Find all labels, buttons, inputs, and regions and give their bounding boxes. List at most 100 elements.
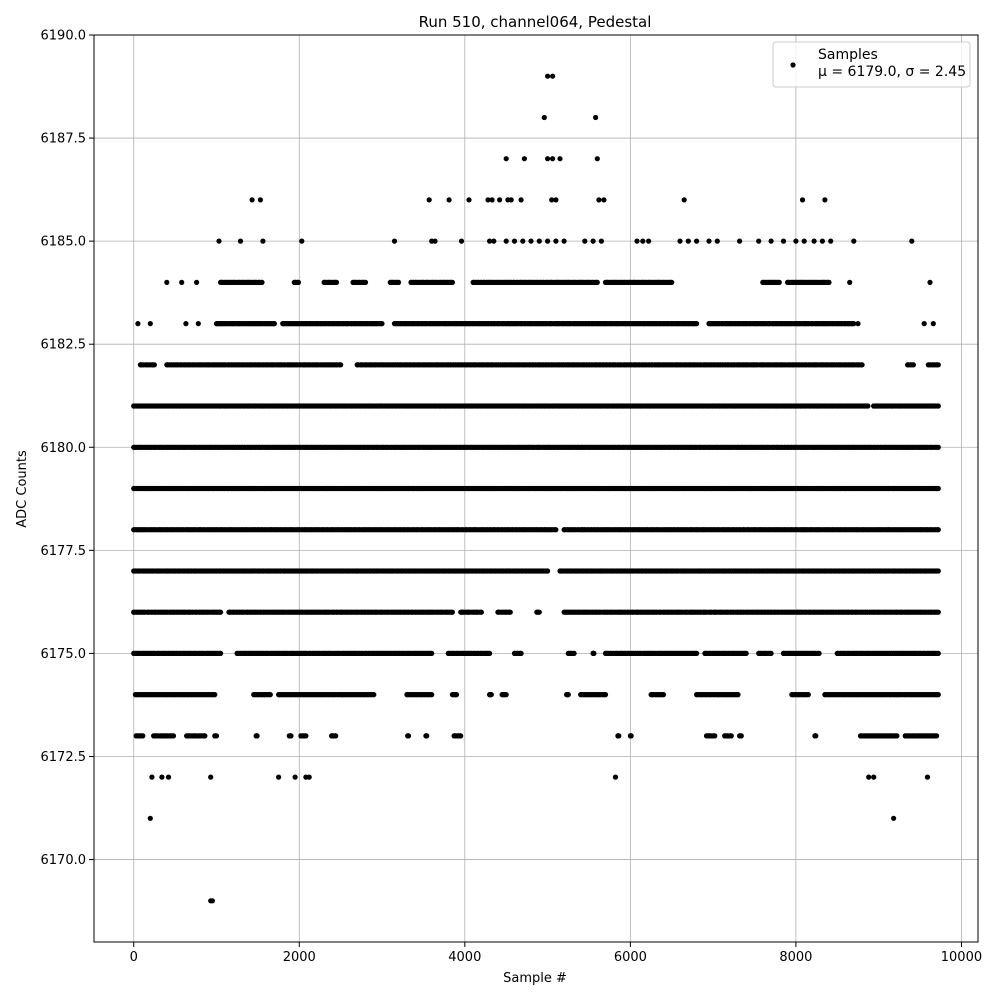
data-point — [935, 485, 941, 492]
data-point — [132, 692, 138, 698]
data-point — [234, 650, 240, 657]
data-point — [722, 733, 728, 739]
data-point — [329, 733, 335, 739]
data-point — [565, 692, 571, 698]
data-point — [170, 733, 177, 739]
data-point — [935, 650, 941, 657]
data-point — [712, 733, 718, 739]
data-point — [288, 733, 294, 739]
data-point — [445, 650, 451, 657]
data-point — [813, 733, 819, 739]
data-point — [218, 650, 224, 657]
data-point — [894, 733, 900, 739]
data-point — [151, 733, 157, 739]
data-point — [536, 609, 542, 615]
data-point — [405, 733, 412, 739]
data-point — [553, 527, 559, 533]
data-point — [561, 609, 567, 615]
data-point — [213, 733, 220, 739]
data-point — [935, 609, 941, 615]
data-point — [458, 609, 464, 615]
data-point — [648, 692, 654, 698]
data-point — [451, 733, 457, 739]
data-point — [404, 692, 410, 698]
data-point — [254, 733, 260, 739]
data-point — [429, 650, 435, 657]
data-point — [928, 444, 934, 450]
data-point — [449, 692, 455, 698]
data-point — [131, 650, 137, 657]
data-point — [694, 650, 700, 657]
data-point — [557, 568, 563, 574]
data-point — [511, 650, 518, 657]
data-point — [333, 733, 339, 739]
data-point — [545, 568, 551, 574]
data-point — [507, 609, 513, 615]
data-point — [133, 733, 139, 739]
data-point — [743, 650, 749, 657]
data-point — [702, 650, 708, 657]
data-point — [202, 733, 208, 739]
data-point — [935, 568, 941, 574]
data-point — [805, 692, 811, 698]
data-point — [768, 650, 774, 657]
data-point — [487, 650, 493, 657]
data-point — [140, 733, 146, 739]
data-point — [371, 692, 377, 698]
data-point — [602, 650, 609, 657]
data-point — [735, 692, 741, 698]
data-point — [561, 527, 567, 533]
data-point — [453, 692, 460, 698]
data-point — [578, 692, 584, 698]
data-point — [728, 733, 734, 739]
data-point — [935, 444, 941, 450]
data-point — [184, 733, 190, 739]
data-point — [503, 692, 509, 698]
data-point — [267, 692, 273, 698]
data-point — [131, 568, 137, 574]
data-point — [822, 692, 828, 698]
data-point — [212, 692, 218, 698]
data-point — [565, 650, 571, 657]
scatter-points — [131, 73, 941, 904]
data-point — [934, 733, 940, 739]
data-point — [902, 733, 908, 739]
data-point — [131, 444, 137, 450]
data-point — [789, 692, 795, 698]
data-point — [703, 733, 710, 739]
data-point — [298, 733, 304, 739]
data-point — [488, 692, 494, 698]
data-point — [816, 650, 822, 657]
data-point — [571, 650, 577, 657]
data-point — [857, 733, 864, 739]
data-point — [303, 733, 309, 739]
chart-title: Run 510, channel064, Pedestal — [419, 13, 652, 31]
data-point — [131, 485, 137, 492]
data-point — [780, 650, 787, 657]
data-point — [218, 609, 224, 615]
data-point — [429, 692, 435, 698]
data-point — [738, 733, 744, 739]
data-point — [495, 609, 501, 615]
data-point — [935, 527, 941, 533]
data-point — [251, 692, 257, 698]
data-point — [478, 609, 484, 615]
data-point — [628, 733, 634, 739]
data-point — [756, 650, 762, 657]
data-point — [660, 692, 667, 698]
data-point — [424, 733, 430, 739]
data-point — [518, 650, 524, 657]
data-point — [226, 609, 232, 615]
data-point — [602, 692, 609, 698]
data-point — [694, 692, 700, 698]
data-point — [449, 609, 455, 615]
data-point — [458, 733, 464, 739]
data-point — [591, 650, 597, 657]
data-point — [499, 692, 505, 698]
data-point — [276, 692, 282, 698]
data-point — [131, 609, 137, 615]
data-point — [616, 733, 622, 739]
data-point — [834, 650, 840, 657]
